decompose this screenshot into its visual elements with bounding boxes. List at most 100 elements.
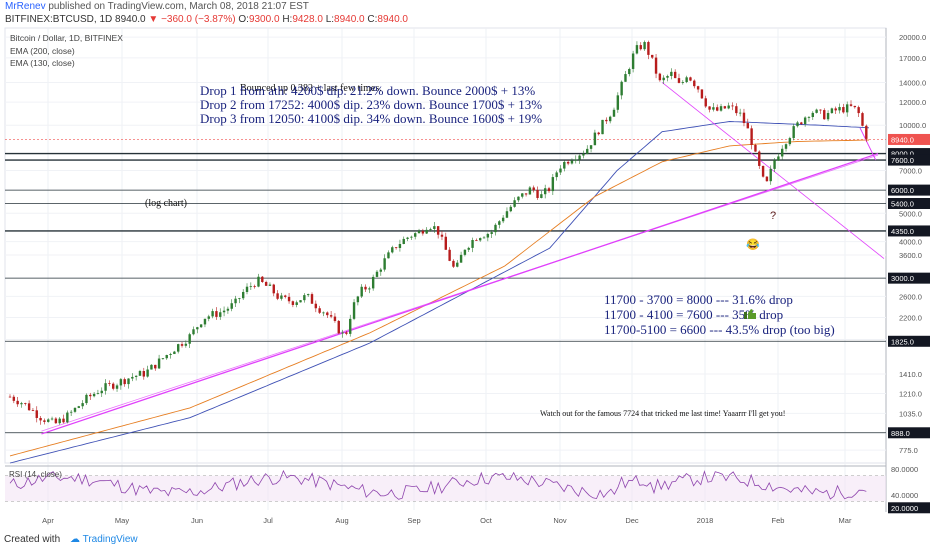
candle-body <box>264 281 268 286</box>
candle-body <box>570 160 574 164</box>
candle-body <box>8 396 12 398</box>
candle-body <box>608 116 612 122</box>
author-link[interactable]: MrRenev <box>5 1 46 12</box>
level-tag <box>888 427 930 439</box>
candle-body <box>54 418 58 424</box>
legend-ema200[interactable]: EMA (200, close) <box>10 46 75 56</box>
candle-body <box>605 119 608 122</box>
candle-body <box>249 286 253 288</box>
candle-body <box>563 161 566 169</box>
thumbs-up-icon <box>744 309 756 319</box>
candle-body <box>268 284 272 286</box>
x-tick-label: Apr <box>42 516 54 525</box>
candle-body <box>513 200 516 207</box>
level-tag <box>888 154 930 166</box>
candle-body <box>517 196 520 201</box>
candle-body <box>731 105 734 107</box>
y-tick-label: 2200.0 <box>899 314 922 323</box>
y-tick-label: 2600.0 <box>899 292 922 301</box>
candle-body <box>360 286 363 297</box>
level-tag <box>888 184 930 196</box>
trend-lines <box>41 82 885 435</box>
candle-body <box>230 303 233 309</box>
candle-body <box>417 231 421 234</box>
candle-body <box>857 107 860 114</box>
level-tag <box>888 272 930 284</box>
candle-body <box>433 226 436 229</box>
candle-body <box>796 122 799 127</box>
high-value: 9428.0 <box>292 14 323 25</box>
footer: Created with ☁ TradingView <box>0 530 932 550</box>
level-tag <box>888 197 930 209</box>
level-label: 6000.0 <box>891 186 914 195</box>
candle-body <box>501 217 505 222</box>
candle-body <box>157 358 161 369</box>
candle-body <box>696 86 700 90</box>
candle-body <box>238 298 241 300</box>
candle-body <box>177 344 180 352</box>
candle-body <box>536 189 539 198</box>
candle-body <box>490 232 493 234</box>
candle-body <box>150 364 153 370</box>
candle-body <box>50 418 54 420</box>
candle-body <box>196 327 199 330</box>
candle-body <box>800 122 803 125</box>
candle-body <box>73 407 77 412</box>
candle-body <box>207 316 210 319</box>
x-tick-label: Nov <box>553 516 567 525</box>
candle-body <box>758 151 761 166</box>
candle-body <box>586 148 589 154</box>
candle-body <box>89 394 92 397</box>
candle-body <box>528 187 532 195</box>
candle-body <box>823 110 826 120</box>
candle-body <box>326 312 329 316</box>
candle-body <box>96 393 100 394</box>
candle-body <box>138 371 142 376</box>
candle-body <box>551 177 555 192</box>
candle-body <box>429 228 432 230</box>
candle-body <box>192 329 195 335</box>
candle-body <box>440 234 444 237</box>
candle-body <box>108 383 111 384</box>
tradingview-logo[interactable]: ☁ TradingView <box>70 534 138 545</box>
candle-body <box>677 78 681 83</box>
legend-ema130[interactable]: EMA (130, close) <box>10 58 75 68</box>
candle-body <box>261 276 264 282</box>
x-tick-label: Dec <box>625 516 639 525</box>
candle-body <box>276 293 279 299</box>
candle-body <box>471 239 474 248</box>
candle-body <box>494 224 497 233</box>
candle-body <box>62 418 65 423</box>
level-label: 5400.0 <box>891 199 914 208</box>
candle-body <box>115 385 119 389</box>
publish-line: MrRenev published on TradingView.com, Ma… <box>5 1 309 12</box>
candle-body <box>773 160 776 169</box>
candle-body <box>169 354 172 356</box>
candle-body <box>299 300 302 303</box>
candle-body <box>689 77 692 81</box>
candle-body <box>31 410 35 411</box>
candle-body <box>295 302 298 305</box>
candle-body <box>104 383 107 391</box>
rsi-pane: RSI (14, close) 80.0000 40.0000 20.0000 <box>5 465 930 514</box>
candle-body <box>226 308 230 311</box>
annotations: Bounced up 0.382 + last few times. Drop … <box>145 83 835 418</box>
candle-body <box>215 311 218 317</box>
open-value: 9300.0 <box>248 14 280 25</box>
candle-body <box>165 355 168 359</box>
candle-body <box>161 358 165 360</box>
candle-body <box>184 343 188 346</box>
candle-body <box>398 244 402 248</box>
y-tick-label: 17000.0 <box>899 54 926 63</box>
candle-body <box>352 302 356 319</box>
candle-body <box>482 237 486 239</box>
rising-trendline <box>41 152 879 435</box>
candle-body <box>456 262 459 267</box>
candle-body <box>662 77 665 81</box>
candle-body <box>765 176 769 182</box>
candle-body <box>253 286 256 288</box>
level-tag <box>888 225 930 237</box>
candle-body <box>459 254 463 263</box>
y-tick-label: 5000.0 <box>899 209 922 218</box>
